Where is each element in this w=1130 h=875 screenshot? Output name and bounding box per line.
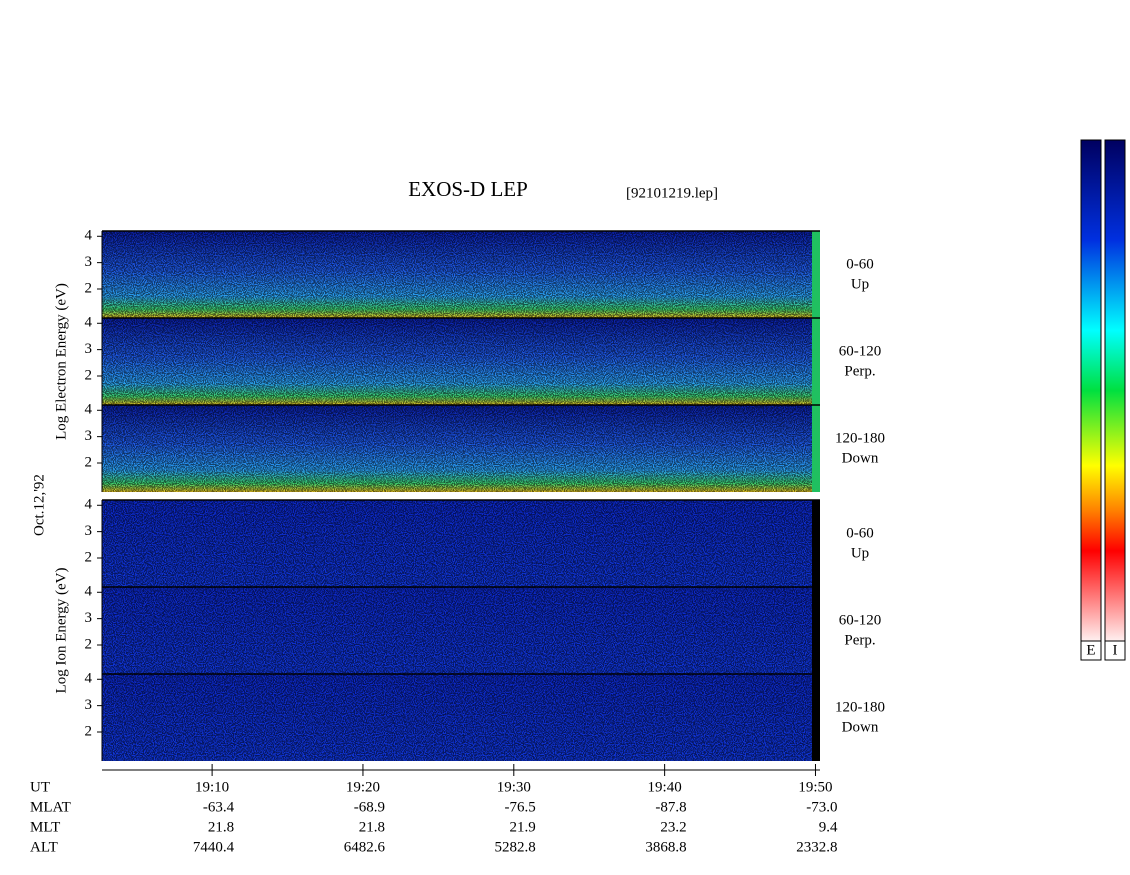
y-tick-label: 3 xyxy=(85,341,93,357)
y-tick-label: 2 xyxy=(85,454,93,470)
colorbar-label: I xyxy=(1113,642,1118,658)
y-tick-label: 4 xyxy=(85,228,93,244)
ephemeris-value: 2332.8 xyxy=(796,839,837,855)
panel-edge xyxy=(812,674,820,761)
ephemeris-value: -76.5 xyxy=(505,799,536,815)
ephemeris-value: 21.8 xyxy=(359,819,385,835)
date-label: Oct.12,'92 xyxy=(31,474,47,536)
ephemeris-name: MLT xyxy=(30,819,60,835)
panel-angle: 0-60 xyxy=(846,256,874,272)
spectrogram-speckle xyxy=(102,318,820,405)
ephemeris-name: MLAT xyxy=(30,799,71,815)
ephemeris-value: 3868.8 xyxy=(645,839,686,855)
y-tick-label: 4 xyxy=(85,497,93,513)
spectrogram-speckle xyxy=(102,587,820,674)
panel-angle: 60-120 xyxy=(839,343,882,359)
y-tick-label: 3 xyxy=(85,254,93,270)
ephemeris-value: -68.9 xyxy=(354,799,385,815)
y-tick-label: 3 xyxy=(85,697,93,713)
colorbar-label-box xyxy=(1080,640,1102,661)
colorbar xyxy=(1080,139,1102,642)
panel-edge xyxy=(812,405,820,492)
y-tick-label: 4 xyxy=(85,584,93,600)
y-tick-label: 4 xyxy=(85,315,93,331)
y-tick-label: 4 xyxy=(85,402,93,418)
ephemeris-value: 21.9 xyxy=(510,819,536,835)
ephemeris-value: 7440.4 xyxy=(193,839,235,855)
y-tick-label: 2 xyxy=(85,280,93,296)
panel-edge xyxy=(812,318,820,405)
y-tick-label: 4 xyxy=(85,671,93,687)
ephemeris-value: 6482.6 xyxy=(344,839,386,855)
ephemeris-value: -87.8 xyxy=(655,799,686,815)
x-tick-label: 19:40 xyxy=(648,779,682,795)
spectrogram-speckle xyxy=(102,405,820,492)
ephemeris-name: UT xyxy=(30,779,50,795)
x-tick-label: 19:30 xyxy=(497,779,531,795)
panel-angle: 120-180 xyxy=(835,430,885,446)
panel-direction: Up xyxy=(851,276,869,292)
ephemeris-value: 9.4 xyxy=(819,819,838,835)
panel-edge xyxy=(812,500,820,587)
panel-angle: 60-120 xyxy=(839,612,882,628)
colorbar-label: E xyxy=(1086,642,1095,658)
spectrogram-speckle xyxy=(102,231,820,318)
chart-title: EXOS-D LEP xyxy=(408,177,528,201)
y-tick-label: 2 xyxy=(85,549,93,565)
panel-edge xyxy=(812,587,820,674)
spectrogram-speckle xyxy=(102,500,820,587)
panel-angle: 0-60 xyxy=(846,525,874,541)
chart-subtitle: [92101219.lep] xyxy=(626,185,718,201)
panel-angle: 120-180 xyxy=(835,699,885,715)
ephemeris-value: -73.0 xyxy=(806,799,837,815)
panel-direction: Perp. xyxy=(844,632,875,648)
ephemeris-value: -63.4 xyxy=(203,799,235,815)
x-tick-label: 19:50 xyxy=(798,779,832,795)
y-axis-label: Log Electron Energy (eV) xyxy=(53,283,69,440)
y-tick-label: 3 xyxy=(85,610,93,626)
spectrogram-speckle xyxy=(102,674,820,761)
ephemeris-name: ALT xyxy=(30,839,58,855)
ephemeris-value: 5282.8 xyxy=(495,839,536,855)
y-tick-label: 2 xyxy=(85,636,93,652)
panel-direction: Down xyxy=(842,719,879,735)
colorbar xyxy=(1104,139,1126,642)
y-tick-label: 3 xyxy=(85,523,93,539)
panel-edge xyxy=(812,231,820,318)
y-tick-label: 2 xyxy=(85,367,93,383)
y-axis-label: Log Ion Energy (eV) xyxy=(53,568,69,694)
panel-direction: Up xyxy=(851,545,869,561)
panel-direction: Down xyxy=(842,450,879,466)
colorbar-label-box xyxy=(1104,640,1126,661)
y-tick-label: 3 xyxy=(85,428,93,444)
x-tick-label: 19:20 xyxy=(346,779,380,795)
panel-direction: Perp. xyxy=(844,363,875,379)
y-tick-label: 2 xyxy=(85,723,93,739)
ephemeris-value: 21.8 xyxy=(208,819,234,835)
x-tick-label: 19:10 xyxy=(195,779,229,795)
ephemeris-value: 23.2 xyxy=(660,819,686,835)
